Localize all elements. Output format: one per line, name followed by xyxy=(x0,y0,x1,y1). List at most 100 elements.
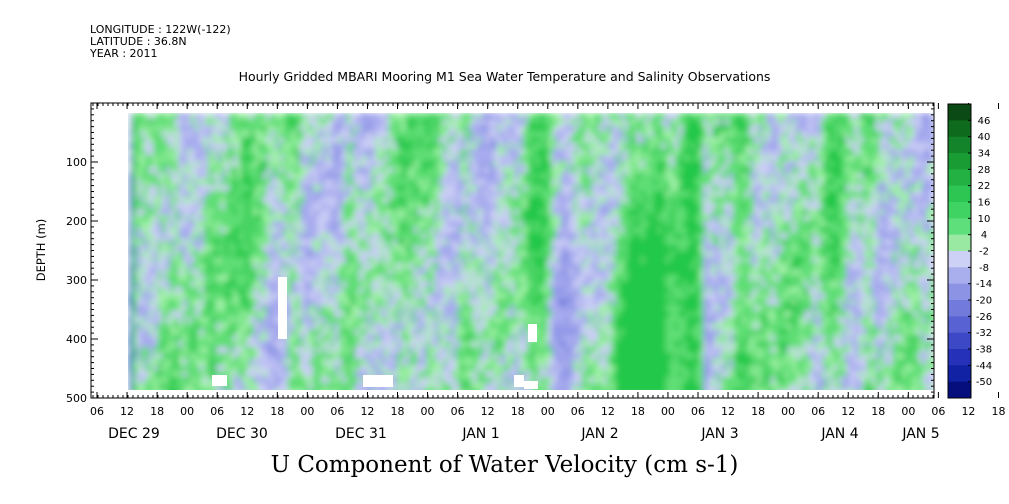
heatmap-cell xyxy=(182,185,188,192)
heatmap-cell xyxy=(527,347,532,354)
heatmap-cell xyxy=(564,299,570,306)
heatmap-cell xyxy=(359,143,364,150)
heatmap-cell xyxy=(552,137,557,144)
heatmap-cell xyxy=(249,113,255,120)
heatmap-cell xyxy=(308,131,314,138)
heatmap-cell xyxy=(548,347,553,354)
heatmap-cell xyxy=(548,185,553,192)
heatmap-cell xyxy=(270,347,276,354)
heatmap-cell xyxy=(237,269,242,276)
heatmap-cell xyxy=(354,233,360,240)
heatmap-cell xyxy=(384,257,389,264)
heatmap-cell xyxy=(312,167,318,174)
heatmap-cell xyxy=(283,347,289,354)
heatmap-cell xyxy=(346,119,352,126)
heatmap-cell xyxy=(174,179,179,186)
heatmap-cell xyxy=(296,179,301,186)
heatmap-cell xyxy=(514,341,520,348)
heatmap-cell xyxy=(522,335,528,342)
heatmap-cell xyxy=(485,161,490,168)
heatmap-cell xyxy=(350,215,356,222)
heatmap-cell xyxy=(228,131,234,138)
heatmap-cell xyxy=(455,149,461,156)
heatmap-cell xyxy=(249,167,255,174)
heatmap-cell xyxy=(569,377,574,384)
heatmap-cell xyxy=(401,371,406,378)
heatmap-cell xyxy=(455,275,461,282)
heatmap-cell xyxy=(283,179,289,186)
heatmap-cell xyxy=(333,353,339,360)
heatmap-cell xyxy=(535,191,541,198)
heatmap-cell xyxy=(493,233,499,240)
heatmap-cell xyxy=(346,299,352,306)
heatmap-cell xyxy=(228,329,234,336)
heatmap-cell xyxy=(317,365,322,372)
heatmap-cell xyxy=(144,233,150,240)
heatmap-cell xyxy=(186,359,192,366)
heatmap-cell xyxy=(371,299,377,306)
heatmap-cell xyxy=(241,209,247,216)
heatmap-cell xyxy=(224,293,230,300)
heatmap-cell xyxy=(417,371,423,378)
heatmap-cell xyxy=(220,227,226,234)
heatmap-cell xyxy=(485,239,490,246)
heatmap-cell xyxy=(136,119,142,126)
heatmap-cell xyxy=(459,293,465,300)
heatmap-cell xyxy=(388,161,394,168)
heatmap-cell xyxy=(245,341,251,348)
heatmap-cell xyxy=(560,131,566,138)
heatmap-cell xyxy=(233,137,238,144)
heatmap-cell xyxy=(451,137,457,144)
heatmap-cell xyxy=(228,209,234,216)
heatmap-cell xyxy=(191,293,196,300)
heatmap-cell xyxy=(157,263,163,270)
heatmap-cell xyxy=(350,305,356,312)
heatmap-cell xyxy=(359,215,364,222)
heatmap-cell xyxy=(266,155,272,162)
heatmap-cell xyxy=(396,263,402,270)
heatmap-cell xyxy=(228,287,234,294)
heatmap-cell xyxy=(497,167,503,174)
heatmap-cell xyxy=(153,263,158,270)
heatmap-cell xyxy=(157,275,163,282)
heatmap-cell xyxy=(300,371,305,378)
heatmap-cell xyxy=(543,245,549,252)
heatmap-cell xyxy=(380,221,385,228)
heatmap-cell xyxy=(249,125,255,132)
heatmap-cell xyxy=(501,323,507,330)
heatmap-cell xyxy=(338,185,343,192)
heatmap-cell xyxy=(153,227,158,234)
heatmap-cell xyxy=(409,221,415,228)
heatmap-cell xyxy=(161,257,167,264)
heatmap-cell xyxy=(514,275,520,282)
heatmap-cell xyxy=(350,161,356,168)
heatmap-cell xyxy=(359,305,364,312)
heatmap-cell xyxy=(539,347,545,354)
heatmap-cell xyxy=(254,203,259,210)
heatmap-cell xyxy=(304,233,310,240)
heatmap-cell xyxy=(493,377,499,384)
heatmap-cell xyxy=(216,131,221,138)
heatmap-cell xyxy=(447,257,452,264)
heatmap-cell xyxy=(556,215,562,222)
heatmap-cell xyxy=(485,119,490,126)
heatmap-cell xyxy=(132,191,137,198)
heatmap-cell xyxy=(531,155,536,162)
heatmap-cell xyxy=(249,137,255,144)
heatmap-cell xyxy=(149,341,154,348)
heatmap-cell xyxy=(207,317,213,324)
heatmap-cell xyxy=(539,149,545,156)
heatmap-cell xyxy=(170,119,175,126)
heatmap-cell xyxy=(174,329,179,336)
heatmap-cell xyxy=(535,287,541,294)
heatmap-cell xyxy=(434,131,440,138)
heatmap-cell xyxy=(413,191,419,198)
heatmap-cell xyxy=(472,143,478,150)
heatmap-cell xyxy=(312,281,318,288)
heatmap-cell xyxy=(132,143,137,150)
heatmap-cell xyxy=(228,215,234,222)
heatmap-cell xyxy=(199,239,205,246)
heatmap-cell xyxy=(396,281,402,288)
heatmap-cell xyxy=(199,275,205,282)
heatmap-cell xyxy=(447,251,452,258)
